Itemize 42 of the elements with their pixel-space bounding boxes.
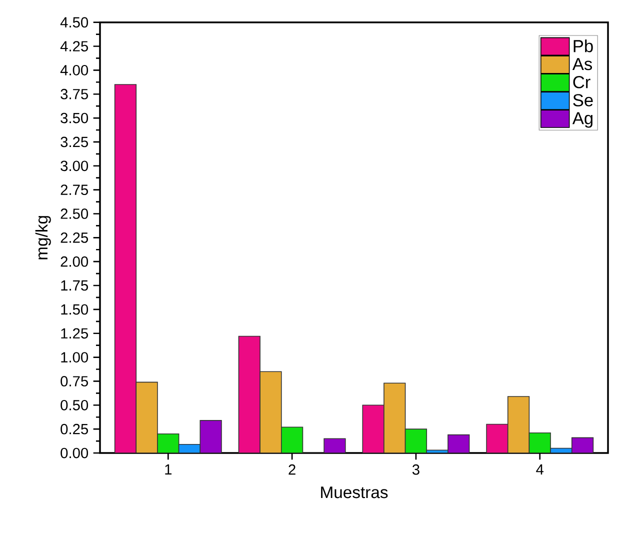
bar: [324, 438, 346, 453]
legend-label: Cr: [573, 76, 590, 88]
y-tick-label: 0.25: [60, 424, 88, 434]
bar: [528, 432, 551, 453]
y-tick-label: 4.50: [60, 17, 88, 28]
legend-label: Pb: [574, 40, 593, 52]
bar: [486, 424, 508, 453]
legend-label: As: [572, 58, 592, 70]
bar: [157, 434, 179, 453]
x-tick-label: 4: [536, 464, 544, 474]
bar: [238, 336, 260, 453]
y-tick-label: 4.00: [60, 65, 88, 76]
y-tick-label: 2.75: [60, 184, 88, 196]
y-tick-label: 4.25: [60, 41, 88, 52]
bar: [571, 437, 594, 453]
x-axis-title: Muestras: [321, 486, 388, 498]
y-tick-label: 0.00: [60, 448, 88, 458]
y-tick-label: 1.75: [61, 280, 88, 291]
x-tick-label: 2: [288, 464, 296, 475]
y-tick-label: 1.25: [61, 328, 88, 339]
y-tick-label: 2.50: [60, 208, 88, 219]
y-tick-label: 1.50: [61, 304, 88, 315]
bar: [362, 405, 384, 453]
bar: [448, 434, 470, 453]
bar: [114, 84, 136, 453]
y-tick-label: 2.25: [60, 232, 88, 243]
y-tick-label: 0.50: [60, 400, 88, 410]
bar: [281, 427, 303, 453]
x-tick-label: 3: [412, 464, 420, 475]
y-axis-title: mg/kg: [35, 216, 51, 260]
y-tick-label: 3.00: [60, 160, 88, 172]
y-tick-label: 2.00: [60, 256, 88, 267]
y-tick-label: 3.50: [60, 112, 88, 124]
bar: [200, 420, 222, 453]
x-tick-label: 1: [165, 464, 172, 474]
y-tick-label: 3.25: [60, 136, 88, 148]
y-tick-label: 3.75: [60, 88, 88, 100]
y-tick-label: 1.00: [61, 352, 88, 362]
y-tick-label: 0.75: [60, 376, 88, 386]
bar: [405, 429, 427, 453]
legend-label: Se: [573, 94, 593, 106]
legend-label: Ag: [572, 112, 592, 128]
